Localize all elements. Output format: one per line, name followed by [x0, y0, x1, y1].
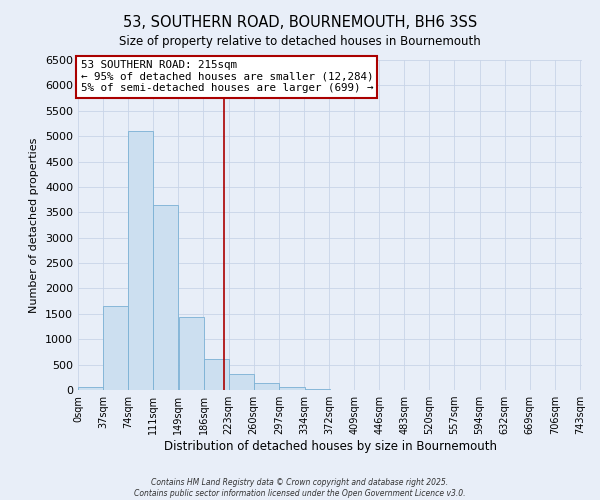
Bar	[280, 387, 305, 390]
Bar	[78, 388, 103, 390]
Text: Contains HM Land Registry data © Crown copyright and database right 2025.
Contai: Contains HM Land Registry data © Crown c…	[134, 478, 466, 498]
Bar	[128, 131, 153, 390]
Bar	[254, 383, 280, 390]
Text: Size of property relative to detached houses in Bournemouth: Size of property relative to detached ho…	[119, 35, 481, 48]
Y-axis label: Number of detached properties: Number of detached properties	[29, 138, 40, 312]
Bar	[229, 374, 254, 390]
Bar	[179, 318, 204, 390]
Text: 53, SOUTHERN ROAD, BOURNEMOUTH, BH6 3SS: 53, SOUTHERN ROAD, BOURNEMOUTH, BH6 3SS	[123, 15, 477, 30]
Bar	[153, 204, 178, 390]
Text: 53 SOUTHERN ROAD: 215sqm
← 95% of detached houses are smaller (12,284)
5% of sem: 53 SOUTHERN ROAD: 215sqm ← 95% of detach…	[80, 60, 373, 93]
Bar	[204, 358, 229, 390]
Bar	[103, 306, 128, 390]
X-axis label: Distribution of detached houses by size in Bournemouth: Distribution of detached houses by size …	[163, 440, 497, 453]
